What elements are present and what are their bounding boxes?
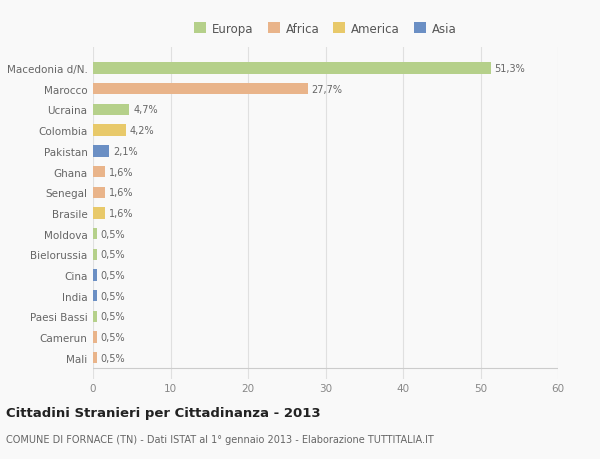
Text: 0,5%: 0,5%: [101, 250, 125, 260]
Text: 1,6%: 1,6%: [109, 208, 134, 218]
Bar: [93, 208, 106, 219]
Text: 0,5%: 0,5%: [101, 291, 125, 301]
Text: 27,7%: 27,7%: [311, 84, 343, 95]
Bar: [93, 105, 130, 116]
Text: 1,6%: 1,6%: [109, 188, 134, 198]
Text: 0,5%: 0,5%: [101, 229, 125, 239]
Text: 0,5%: 0,5%: [101, 270, 125, 280]
Bar: [93, 84, 308, 95]
Text: 0,5%: 0,5%: [101, 353, 125, 363]
Bar: [93, 332, 97, 343]
Bar: [93, 353, 97, 364]
Bar: [93, 146, 109, 157]
Text: 4,2%: 4,2%: [130, 126, 154, 136]
Bar: [93, 291, 97, 302]
Text: Cittadini Stranieri per Cittadinanza - 2013: Cittadini Stranieri per Cittadinanza - 2…: [6, 406, 320, 419]
Bar: [93, 63, 491, 74]
Bar: [93, 270, 97, 281]
Text: 1,6%: 1,6%: [109, 167, 134, 177]
Bar: [93, 229, 97, 240]
Bar: [93, 167, 106, 178]
Text: 51,3%: 51,3%: [494, 64, 525, 74]
Text: 0,5%: 0,5%: [101, 312, 125, 322]
Bar: [93, 249, 97, 260]
Bar: [93, 311, 97, 322]
Legend: Europa, Africa, America, Asia: Europa, Africa, America, Asia: [194, 23, 457, 36]
Text: 2,1%: 2,1%: [113, 146, 138, 157]
Text: COMUNE DI FORNACE (TN) - Dati ISTAT al 1° gennaio 2013 - Elaborazione TUTTITALIA: COMUNE DI FORNACE (TN) - Dati ISTAT al 1…: [6, 434, 434, 444]
Text: 0,5%: 0,5%: [101, 332, 125, 342]
Text: 4,7%: 4,7%: [133, 105, 158, 115]
Bar: [93, 125, 125, 136]
Bar: [93, 187, 106, 198]
